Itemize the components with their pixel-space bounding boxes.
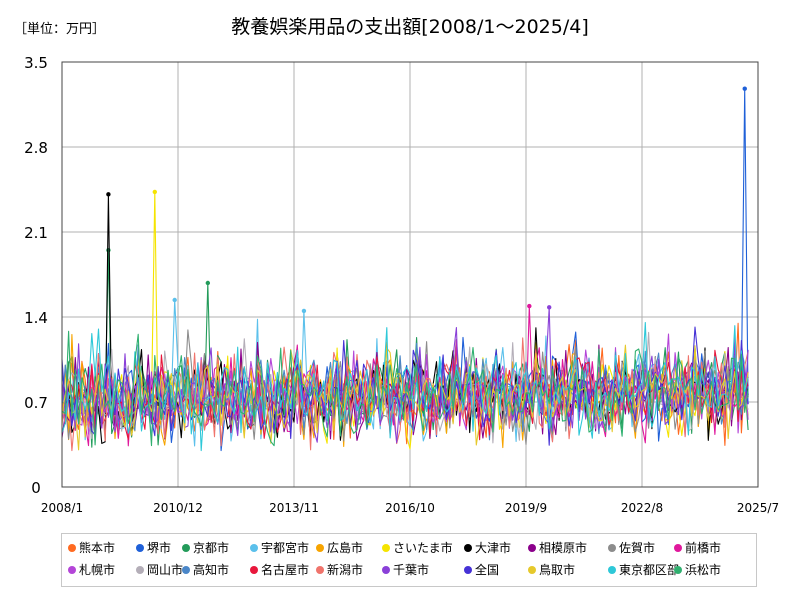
x-tick-label: 2010/12	[153, 501, 203, 515]
series-peak-point	[106, 192, 111, 197]
legend-marker	[382, 543, 390, 552]
legend-item: 広島市	[316, 540, 363, 556]
legend-label: 札幌市	[79, 563, 116, 577]
legend-item: 熊本市	[68, 540, 115, 556]
y-tick-label: 2.1	[24, 224, 48, 242]
legend-marker	[528, 565, 536, 574]
series-line	[61, 329, 749, 445]
legend-label: 相模原市	[539, 541, 588, 555]
legend-item: さいたま市	[382, 540, 453, 556]
legend-label: 前橋市	[685, 541, 722, 555]
legend-item: 堺市	[136, 540, 171, 556]
series-peak-point	[547, 305, 552, 310]
legend-label: 熊本市	[79, 541, 116, 555]
series-peak-point	[205, 280, 211, 286]
legend-item: 名古屋市	[250, 562, 309, 578]
legend-label: 高知市	[193, 563, 230, 577]
legend-item: 浜松市	[674, 562, 721, 578]
legend-marker	[182, 565, 190, 574]
legend-item: 札幌市	[68, 562, 115, 578]
legend-marker	[316, 565, 324, 574]
legend-label: 堺市	[147, 541, 172, 555]
legend-marker	[674, 565, 682, 574]
series-20	[61, 330, 749, 447]
legend-item: 鳥取市	[528, 562, 575, 578]
plot-area-border	[61, 61, 759, 488]
legend-label: 鳥取市	[539, 563, 576, 577]
legend-marker	[316, 543, 324, 552]
y-tick-label: 1.4	[24, 309, 48, 327]
legend-item: 東京都区部	[608, 562, 679, 578]
legend-label: 岡山市	[147, 563, 184, 577]
legend-marker	[68, 565, 76, 574]
legend-label: 名古屋市	[261, 563, 310, 577]
x-tick-label: 2019/9	[505, 501, 547, 515]
series-peak-point	[152, 189, 157, 195]
legend-marker	[68, 543, 76, 552]
legend: 熊本市 堺市 京都市 宇都宮市 広島市 さいたま市 大津市 相模原市 佐賀市 前橋市札幌市 岡山市高…	[61, 533, 757, 587]
legend-label: さいたま市	[393, 541, 453, 555]
series-9	[61, 329, 749, 445]
x-tick-label: 2016/10	[385, 501, 435, 515]
series-peak-point	[301, 308, 307, 314]
legend-marker	[136, 565, 144, 574]
y-tick-label: 0.7	[24, 394, 48, 412]
legend-marker	[674, 543, 682, 552]
legend-label: 大津市	[475, 541, 512, 555]
y-tick-label: 2.8	[24, 139, 48, 157]
series-19	[61, 321, 749, 452]
x-tick-label: 2013/11	[269, 501, 319, 515]
legend-label: 全国	[475, 563, 500, 577]
legend-label: 宇都宮市	[261, 541, 310, 555]
unit-label: ［単位：万円］	[14, 22, 106, 37]
x-tick-label: 2025/7	[737, 501, 779, 515]
legend-label: 佐賀市	[619, 541, 656, 555]
x-tick-label: 2008/1	[41, 501, 83, 515]
legend-item: 前橋市	[674, 540, 721, 556]
legend-marker	[464, 565, 472, 574]
series-peak-point	[527, 303, 532, 309]
x-tick-label: 2022/8	[621, 501, 663, 515]
legend-marker	[608, 543, 616, 552]
legend-marker	[136, 543, 144, 552]
legend-item: 宇都宮市	[250, 540, 309, 556]
series-lines	[61, 86, 749, 452]
legend-label: 浜松市	[685, 563, 722, 577]
legend-item: 京都市	[182, 540, 229, 556]
legend-item: 佐賀市	[608, 540, 655, 556]
legend-label: 東京都区部	[619, 563, 680, 577]
chart-title: 教養娯楽用品の支出額[2008/1～2025/4]	[231, 16, 589, 38]
legend-item: 千葉市	[382, 562, 429, 578]
legend-item: 新潟市	[316, 562, 363, 578]
legend-marker	[250, 565, 258, 574]
legend-marker	[182, 543, 190, 552]
series-peak-point	[106, 248, 111, 253]
legend-item: 岡山市	[136, 562, 183, 578]
plot-frame	[61, 61, 759, 488]
legend-label: 広島市	[327, 541, 364, 555]
legend-marker	[464, 543, 472, 552]
tick-labels: 0 0.7 1.4 2.1 2.8 3.5 2008/1 2010/12 2013/11 2016…	[24, 54, 779, 515]
series-peak-point	[742, 86, 747, 91]
legend-marker	[382, 565, 390, 574]
legend-label: 千葉市	[393, 563, 430, 577]
y-tick-label: 0	[31, 479, 41, 497]
y-tick-label: 3.5	[24, 54, 48, 72]
legend-item: 大津市	[464, 540, 511, 556]
legend-marker	[608, 565, 616, 574]
legend-label: 新潟市	[327, 563, 364, 577]
legend-item: 高知市	[182, 562, 229, 578]
legend-label: 京都市	[193, 541, 230, 555]
legend-item: 全国	[464, 562, 499, 578]
series-line	[61, 330, 749, 447]
series-line	[61, 321, 749, 452]
series-peak-point	[172, 297, 177, 303]
legend-marker	[528, 543, 536, 552]
legend-item: 相模原市	[528, 540, 587, 556]
legend-marker	[250, 543, 258, 552]
